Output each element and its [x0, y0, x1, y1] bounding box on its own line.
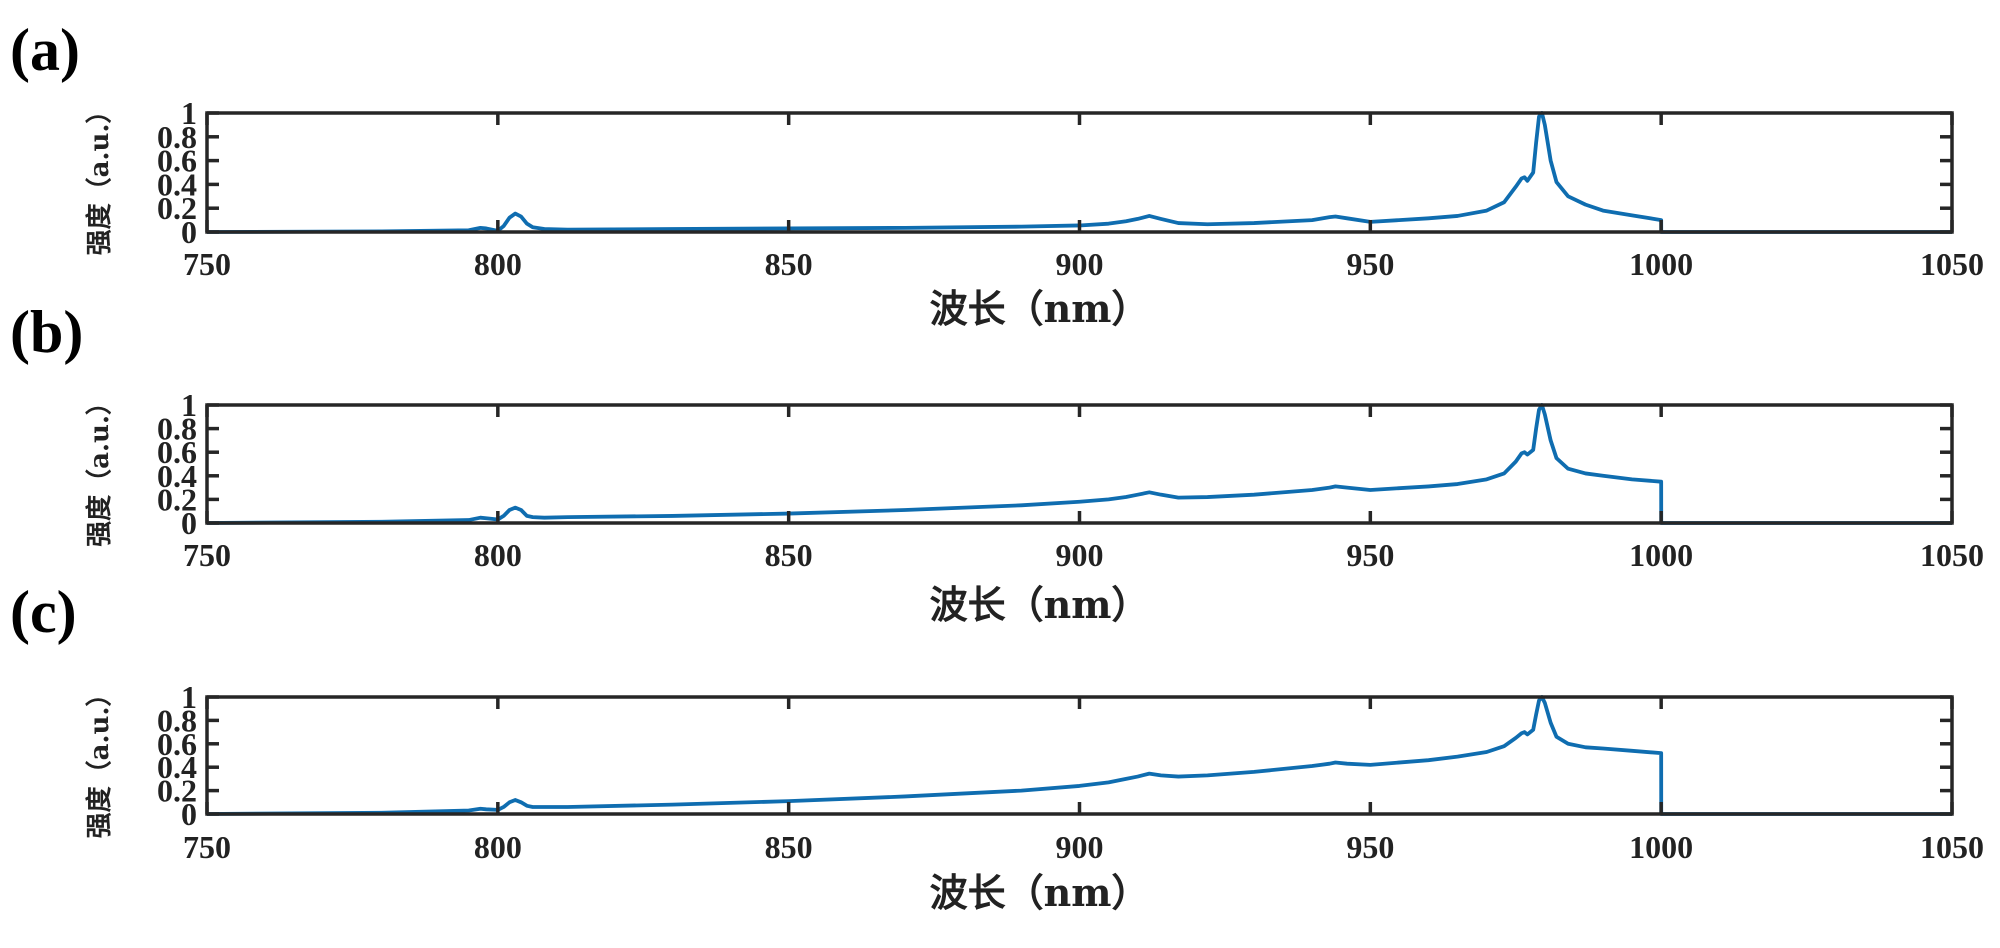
- y-tick-label: 0.2: [157, 773, 197, 809]
- panel-a: (a) 750 800 850 900 950 1000 1050 00.20.40.60.81…: [10, 17, 1984, 331]
- x-tick-label: 950: [1346, 537, 1394, 573]
- x-tick-label: 850: [765, 537, 813, 573]
- x-tick-label: 1000: [1629, 537, 1693, 573]
- y-tick-label: 0.4: [157, 458, 197, 494]
- x-tick-label: 900: [1056, 246, 1104, 282]
- spectrum-line: [206, 111, 1952, 234]
- x-tick-label: 1050: [1920, 246, 1984, 282]
- y-tick-label: 0.2: [157, 481, 197, 517]
- x-tick-label: 1050: [1920, 829, 1984, 865]
- x-tick-label: 750: [183, 246, 231, 282]
- y-tick-label: 1: [181, 679, 197, 715]
- y-tick-label: 0: [181, 505, 197, 541]
- x-axis-label: 波长（nm）: [930, 286, 1150, 331]
- y-tick-label: 0.8: [157, 702, 197, 738]
- y-tick-label: 0.6: [157, 726, 197, 762]
- x-axis-label: 波长（nm）: [930, 582, 1150, 627]
- panel-b: (b) 750 800 850 900 950 1000 1050 00.20.40.60.81…: [10, 299, 1984, 627]
- y-tick-label: 0.8: [157, 119, 197, 155]
- y-tick-label: 0: [181, 796, 197, 832]
- x-tick-label: 900: [1056, 537, 1104, 573]
- spectrum-line: [206, 695, 1952, 816]
- x-tick-label: 900: [1056, 829, 1104, 865]
- y-tick-label: 0.4: [157, 166, 197, 202]
- y-axis-label: 强度（a.u.）: [84, 98, 115, 256]
- x-tick-label: 950: [1346, 246, 1394, 282]
- y-tick-label: 0.6: [157, 434, 197, 470]
- plot-frame: [205, 403, 1954, 525]
- panel-label: (b): [10, 299, 83, 365]
- x-tick-label: 800: [474, 246, 522, 282]
- x-tick-label: 800: [474, 829, 522, 865]
- x-tick-label: 800: [474, 537, 522, 573]
- x-tick-label: 1050: [1920, 537, 1984, 573]
- spectrum-line: [206, 403, 1952, 525]
- y-tick-label: 0.6: [157, 143, 197, 179]
- y-tick-label: 1: [181, 95, 197, 131]
- x-tick-label: 850: [765, 829, 813, 865]
- plot-frame: [205, 111, 1954, 234]
- y-tick-label: 0.4: [157, 749, 197, 785]
- x-axis-label: 波长（nm）: [930, 870, 1150, 915]
- x-tick-label: 1000: [1629, 829, 1693, 865]
- panel-c: (c) 750 800 850 900 950 1000 1050 00.20.40.60.81…: [10, 579, 1984, 915]
- panel-label: (c): [10, 579, 77, 645]
- plot-frame: [205, 695, 1954, 816]
- x-tick-label: 850: [765, 246, 813, 282]
- y-tick-label: 0.2: [157, 190, 197, 226]
- x-tick-label: 750: [183, 829, 231, 865]
- y-tick-label: 0.8: [157, 411, 197, 447]
- y-axis-label: 强度（a.u.）: [84, 681, 115, 839]
- x-tick-label: 1000: [1629, 246, 1693, 282]
- y-tick-label: 1: [181, 387, 197, 423]
- panel-label: (a): [10, 17, 80, 83]
- x-tick-label: 750: [183, 537, 231, 573]
- y-tick-label: 0: [181, 214, 197, 250]
- y-axis-label: 强度（a.u.）: [84, 389, 115, 547]
- x-tick-label: 950: [1346, 829, 1394, 865]
